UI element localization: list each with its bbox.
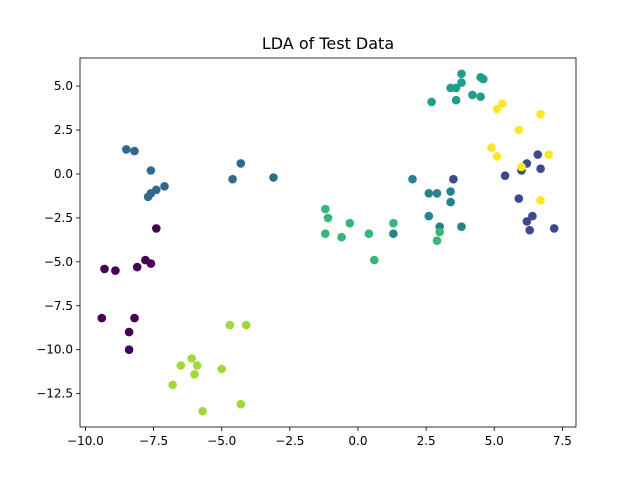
scatter-point-0-9: [124, 345, 134, 355]
y-tick-label-4: −2.5: [44, 211, 73, 225]
scatter-point-3-7: [457, 222, 466, 231]
scatter-point-3-0: [408, 174, 417, 184]
scatter-point-0-6: [97, 313, 107, 323]
scatter-point-3-8: [389, 229, 398, 238]
plot-frame: [79, 57, 577, 428]
scatter-point-1-0: [500, 171, 510, 180]
x-tick-label-6: 5.0: [485, 434, 504, 448]
scatter-point-4-5: [457, 78, 466, 87]
scatter-point-2-1: [130, 146, 139, 156]
scatter-point-1-4: [536, 164, 545, 173]
scatter-point-0-0: [100, 264, 109, 274]
scatter-point-7-8: [536, 196, 545, 205]
x-tick-label-5: 2.5: [417, 434, 436, 448]
scatter-point-0-7: [124, 327, 134, 337]
scatter-point-4-9: [451, 95, 461, 105]
scatter-point-3-4: [446, 197, 455, 207]
scatter-point-3-5: [424, 211, 434, 221]
scatter-point-1-6: [528, 211, 537, 221]
scatter-point-0-4: [146, 259, 156, 268]
scatter-point-6-9: [198, 406, 207, 416]
scatter-point-4-4: [451, 83, 461, 93]
y-tick-label-5: 0.0: [54, 167, 73, 181]
scatter-point-5-0: [321, 204, 330, 214]
y-tick-label-7: 5.0: [54, 79, 73, 93]
scatter-point-4-7: [476, 92, 485, 101]
scatter-point-2-3: [236, 159, 246, 168]
scatter-point-7-3: [514, 125, 524, 135]
scatter-point-6-1: [241, 320, 251, 330]
y-tick-label-2: −7.5: [44, 299, 73, 313]
scatter-point-3-3: [446, 187, 455, 196]
x-tick-label-7: 7.5: [553, 434, 572, 448]
scatter-point-6-5: [217, 364, 226, 374]
scatter-point-0-5: [152, 224, 161, 233]
scatter-point-6-0: [225, 320, 235, 330]
scatter-point-5-7: [435, 227, 445, 237]
scatter-point-6-2: [187, 354, 196, 363]
y-tick-label-3: −5.0: [44, 255, 73, 269]
scatter-point-1-3: [533, 150, 543, 159]
scatter-point-7-0: [498, 99, 507, 108]
scatter-point-7-6: [544, 150, 553, 159]
scatter-point-3-2: [432, 189, 442, 198]
x-tick-label-3: −2.5: [275, 434, 304, 448]
scatter-point-6-7: [168, 380, 177, 390]
scatter-point-5-5: [337, 232, 346, 242]
scatter-point-5-9: [370, 255, 379, 265]
scatter-point-1-5: [549, 224, 559, 233]
x-tick-label-1: −7.5: [139, 434, 168, 448]
y-tick-label-0: −12.5: [36, 387, 73, 401]
scatter-point-1-8: [525, 225, 534, 235]
scatter-points: [97, 69, 559, 416]
scatter-point-0-8: [130, 313, 139, 323]
y-tick-label-6: 2.5: [54, 123, 73, 137]
scatter-point-7-7: [517, 162, 526, 172]
scatter-point-5-8: [432, 236, 442, 245]
scatter-point-6-3: [176, 361, 186, 370]
x-tick-label-0: −10.0: [67, 434, 104, 448]
scatter-point-4-8: [427, 97, 436, 107]
scatter-point-5-2: [345, 218, 355, 228]
scatter-point-7-4: [487, 143, 496, 152]
x-tick-label-2: −5.0: [207, 434, 236, 448]
scatter-point-5-3: [389, 218, 398, 228]
scatter-point-4-0: [457, 69, 466, 79]
scatter-point-0-1: [111, 266, 120, 275]
scatter-point-3-1: [424, 189, 434, 198]
x-tick-label-4: 0.0: [348, 434, 367, 448]
scatter-point-1-10: [449, 174, 458, 184]
scatter-point-6-6: [190, 370, 199, 379]
scatter-point-7-2: [536, 109, 545, 119]
scatter-point-2-4: [228, 174, 237, 184]
scatter-point-2-2: [146, 166, 156, 175]
scatter-point-1-7: [522, 217, 532, 226]
scatter-point-4-2: [479, 74, 488, 84]
scatter-point-5-4: [321, 229, 330, 238]
scatter-point-6-8: [236, 399, 246, 409]
scatter-point-2-6: [160, 182, 169, 191]
scatter-point-2-5: [269, 173, 278, 182]
scatter-point-2-9: [143, 192, 153, 202]
chart-title: LDA of Test Data: [262, 34, 394, 53]
scatter-point-2-0: [122, 145, 131, 154]
axes: −10.0 −7.5 −5.0 −2.5 0.0 2.5 5.0 7.5 −12.5 −10.0 −…: [36, 57, 577, 448]
scatter-point-4-6: [468, 90, 477, 100]
scatter-point-7-5: [492, 152, 502, 161]
scatter-point-5-6: [364, 229, 374, 238]
scatter-point-1-9: [514, 194, 524, 203]
scatter-point-6-4: [192, 361, 202, 370]
y-tick-label-1: −10.0: [36, 343, 73, 357]
scatter-point-5-1: [323, 213, 333, 223]
scatter-point-7-1: [492, 104, 502, 114]
scatter-point-0-2: [132, 262, 142, 272]
